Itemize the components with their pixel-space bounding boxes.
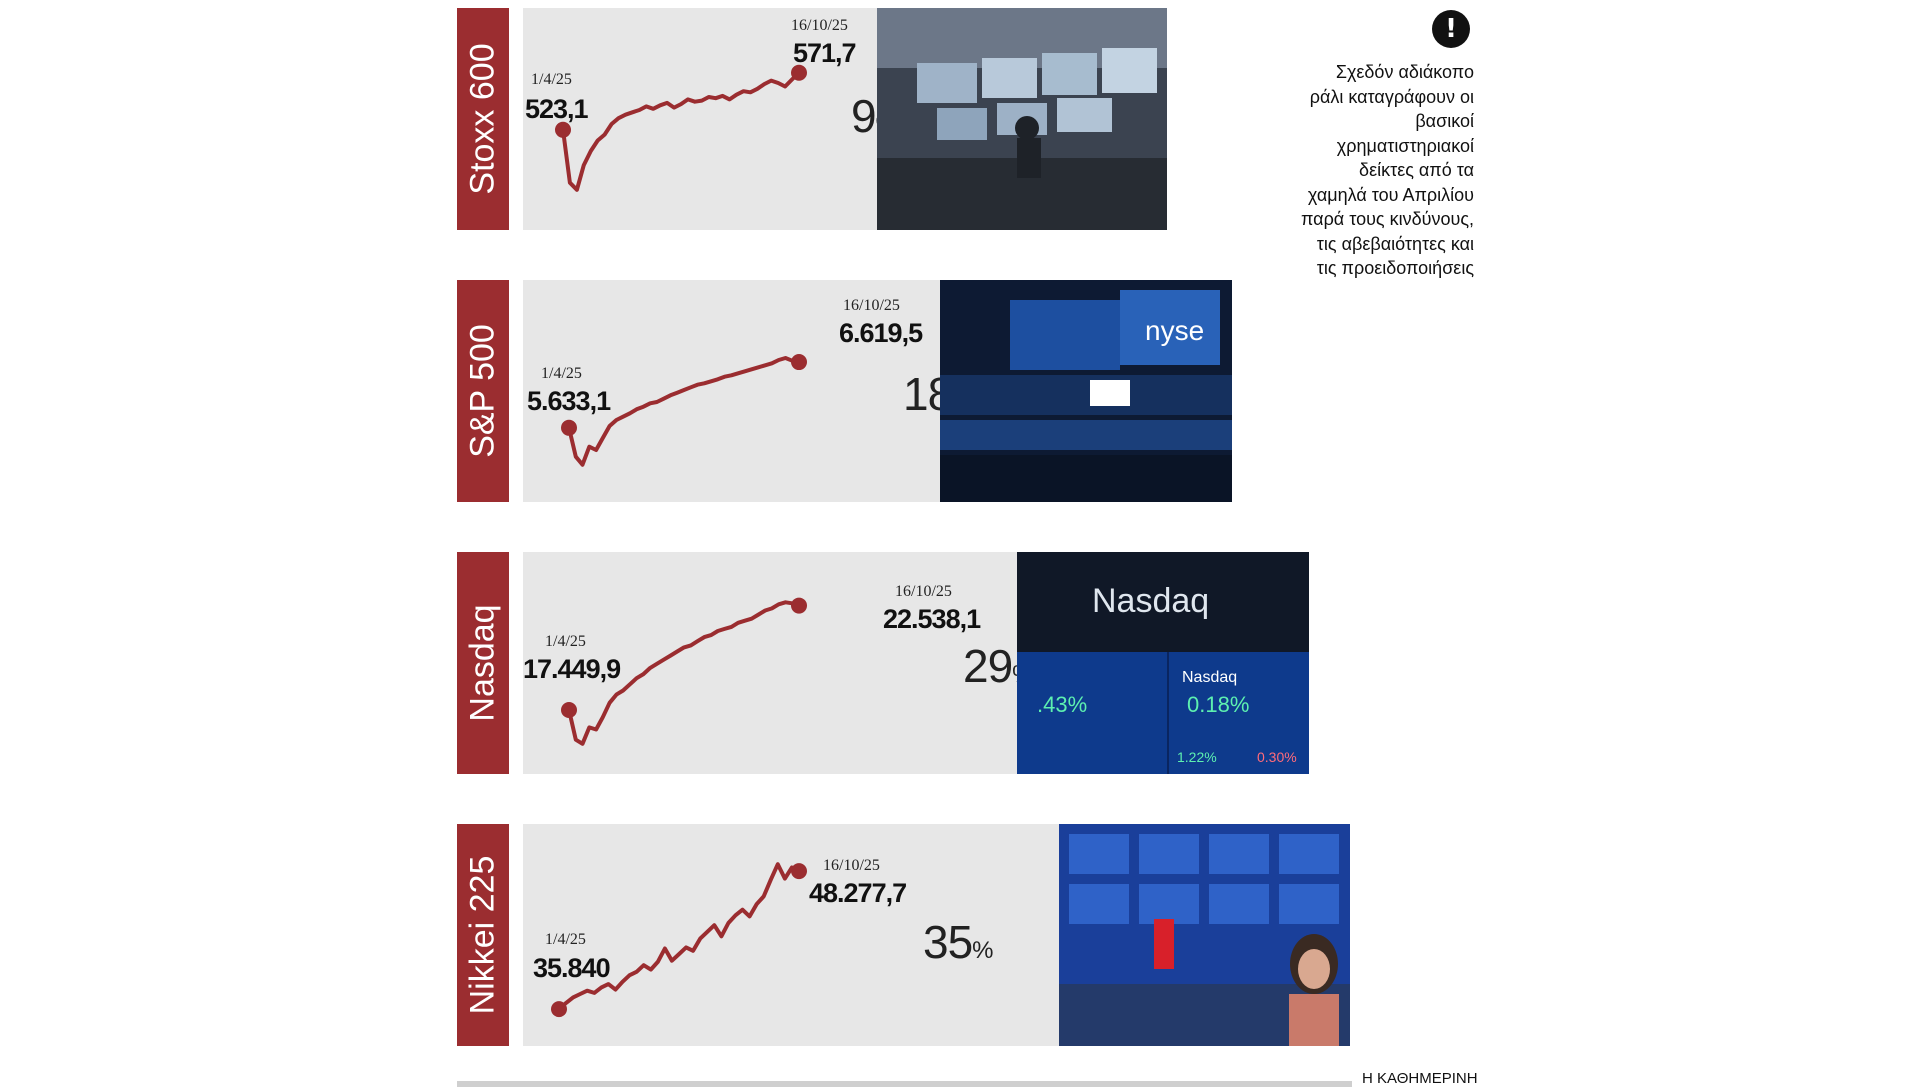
line-chart: 1/4/25 17.449,9 16/10/25 22.538,1 29%: [523, 552, 1043, 774]
end-date-label: 16/10/25: [843, 297, 900, 314]
index-name: Nikkei 225: [463, 855, 502, 1015]
start-value-label: 523,1: [525, 94, 589, 124]
change-value: 29: [963, 640, 1012, 692]
index-label-tab: Nikkei 225: [457, 824, 509, 1046]
chart-background: [523, 8, 941, 230]
change-label: 18%: [903, 368, 943, 420]
svg-text:Nasdaq: Nasdaq: [1182, 669, 1237, 686]
start-value-label: 17.449,9: [523, 654, 621, 684]
line-chart: 1/4/25 35.840 16/10/25 48.277,7 35%: [523, 824, 1083, 1046]
chart-panel-nikkei-225: Nikkei 225 1/4/25 35.840 16/10/25 48.277…: [457, 824, 1557, 1050]
chart-panel-nasdaq: Nasdaq 1/4/25 17.449,9 16/10/25 22.538,1…: [457, 552, 1557, 778]
annotation-text: Σχεδόν αδιάκοπο ράλι καταγράφουν οι βασι…: [1301, 62, 1474, 278]
index-name: Nasdaq: [463, 604, 502, 722]
chart-background: [523, 280, 943, 502]
index-name: S&P 500: [463, 324, 502, 458]
index-label-tab: Stoxx 600: [457, 8, 509, 230]
end-value-label: 22.538,1: [883, 604, 981, 634]
start-date-label: 1/4/25: [545, 633, 586, 650]
bottom-divider: [457, 1081, 1352, 1087]
start-date-label: 1/4/25: [545, 931, 586, 948]
tokyo-stock-board-photo: [1059, 824, 1350, 1046]
series-line: [561, 71, 801, 192]
start-date-label: 1/4/25: [541, 365, 582, 382]
svg-text:1.22%: 1.22%: [1177, 749, 1217, 765]
chart-background: [523, 824, 1083, 1046]
change-unit: %: [972, 937, 993, 964]
svg-text:nyse: nyse: [1145, 315, 1204, 346]
line-chart: 1/4/25 5.633,1 16/10/25 6.619,5 18%: [523, 280, 943, 502]
end-value-label: 571,7: [793, 38, 856, 68]
source-credit: Η ΚΑΘΗΜΕΡΙΝΗ: [1362, 1070, 1478, 1087]
start-point-marker: [555, 121, 571, 138]
start-point-marker: [561, 701, 577, 718]
svg-text:0.30%: 0.30%: [1257, 749, 1297, 765]
series-line: [557, 862, 800, 1011]
start-value-label: 35.840: [533, 953, 610, 983]
series-line: [567, 356, 800, 467]
end-date-label: 16/10/25: [895, 583, 952, 600]
index-label-tab: Nasdaq: [457, 552, 509, 774]
end-date-label: 16/10/25: [823, 857, 880, 874]
change-value: 35: [923, 916, 972, 968]
end-point-marker: [791, 863, 807, 880]
chart-panel-stoxx-600: Stoxx 600 1/4/25 523,1 16/10/25 571,7 9%: [457, 8, 1557, 234]
index-name: Stoxx 600: [463, 43, 502, 195]
change-label: 35%: [923, 916, 994, 968]
start-date-label: 1/4/25: [531, 71, 572, 88]
start-point-marker: [551, 1001, 567, 1018]
end-point-marker: [791, 354, 807, 371]
line-chart: 1/4/25 523,1 16/10/25 571,7 9%: [523, 8, 941, 230]
end-point-marker: [791, 597, 807, 614]
start-point-marker: [561, 419, 577, 436]
index-label-tab: S&P 500: [457, 280, 509, 502]
nyse-trading-floor-photo: nyse: [940, 280, 1232, 502]
chart-background: [523, 552, 1043, 774]
chart-panel-sp-500: S&P 500 1/4/25 5.633,1 16/10/25 6.619,5 …: [457, 280, 1557, 506]
change-value: 9: [851, 90, 876, 142]
series-line: [567, 600, 800, 746]
svg-text:.43%: .43%: [1037, 692, 1087, 717]
svg-text:0.18%: 0.18%: [1187, 692, 1249, 717]
stock-exchange-photo: [877, 8, 1167, 230]
change-value: 18: [903, 368, 943, 420]
end-value-label: 48.277,7: [809, 878, 906, 908]
exclamation-icon: !: [1432, 10, 1470, 48]
svg-text:Nasdaq: Nasdaq: [1092, 582, 1209, 620]
end-value-label: 6.619,5: [839, 318, 923, 348]
start-value-label: 5.633,1: [527, 386, 611, 416]
end-date-label: 16/10/25: [791, 17, 848, 34]
end-point-marker: [791, 64, 807, 81]
nasdaq-screens-photo: Nasdaq Nasdaq 0.18% .43% 1.22% 0.30%: [1017, 552, 1309, 774]
